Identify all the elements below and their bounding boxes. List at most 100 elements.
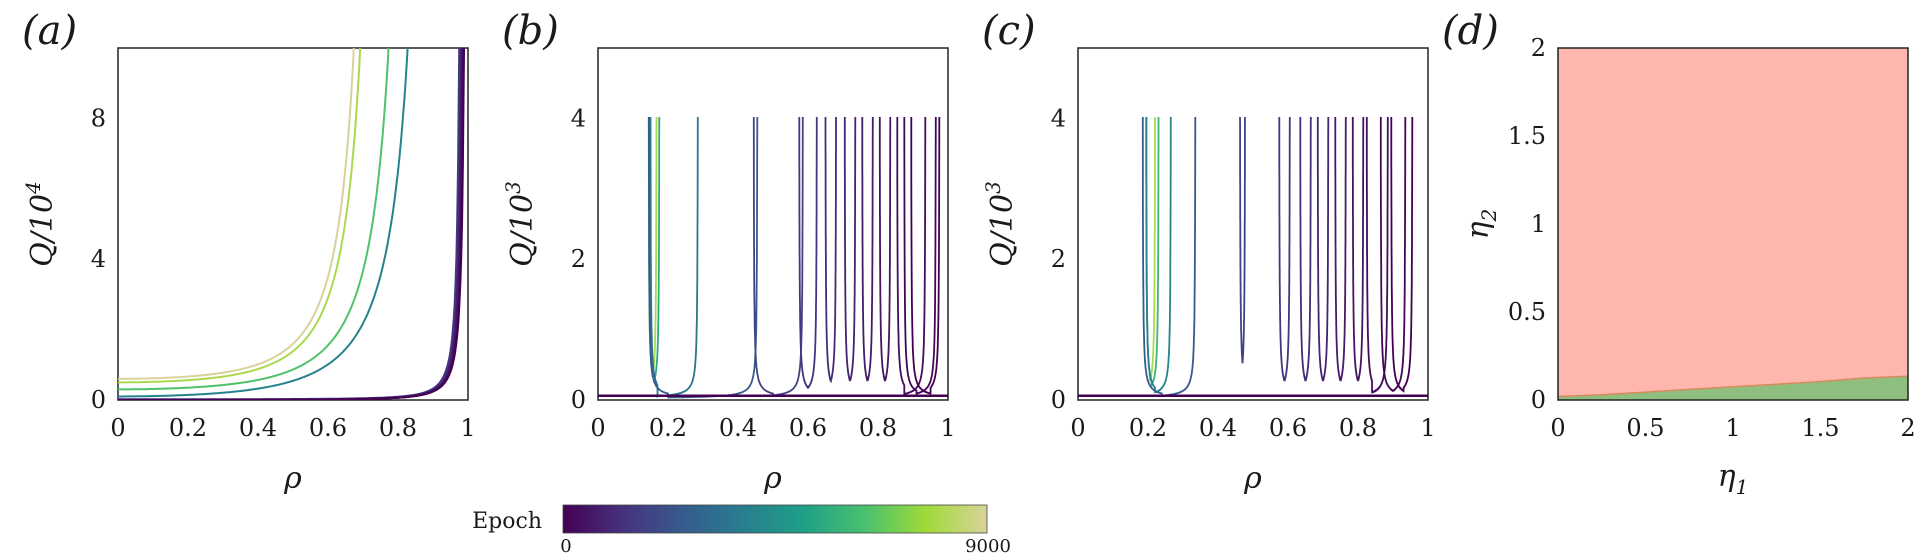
panel-label-d: (d) (1442, 8, 1499, 54)
series-group-a (118, 48, 466, 400)
x-tick-label: 1 (1420, 414, 1435, 442)
x-tick-label: 0.2 (1129, 414, 1167, 442)
y-tick-label: 0.5 (1508, 298, 1546, 326)
panel-d: (d) 0 0.5 1 1.5 200.511.52 η1 η2 (1442, 8, 1916, 499)
y-axis-label-main-c: Q/10 (985, 194, 1020, 267)
series-line-epoch-100 (903, 116, 937, 396)
series-line-epoch-800 (118, 48, 463, 400)
plot-frame-c (1077, 47, 1429, 401)
series-line-epoch-100 (1379, 116, 1407, 393)
plot-frame-b (597, 47, 949, 401)
series-line-epoch-900 (1316, 116, 1330, 382)
series-group-b (598, 116, 948, 399)
x-tick-label: 0.4 (1199, 414, 1237, 442)
series-line-epoch-8000 (118, 48, 362, 384)
x-tick-label: 0.8 (379, 414, 417, 442)
region-above-boundary (1558, 48, 1908, 397)
y-axis-label-exp-a: 4 (21, 181, 45, 195)
svg-text:Q/103: Q/103 (981, 181, 1020, 267)
y-tick-label: 1.5 (1508, 122, 1546, 150)
x-tick-label: 0 (110, 414, 125, 442)
ticks-c: 0 0.2 0.4 0.6 0.8 1 0 2 4 (1051, 104, 1436, 442)
x-tick-label: 0.4 (719, 414, 757, 442)
x-tick-label: 0 (1550, 414, 1565, 442)
series-line-epoch-1100 (824, 117, 837, 384)
colorbar-max-label: 9000 (965, 536, 1011, 556)
ticks-d: 0 0.5 1 1.5 2 0 0.5 1 1.5 2 (1508, 34, 1916, 442)
series-line-epoch-2500 (647, 116, 759, 399)
panel-c: (c) 0 0.2 0.4 0.6 0.8 1 0 2 4 ρ Q/103 (981, 8, 1436, 496)
svg-text:η2: η2 (1461, 209, 1501, 240)
x-tick-label: 0 (590, 414, 605, 442)
series-line-epoch-9000 (118, 48, 355, 380)
series-line-epoch-0 (118, 48, 466, 400)
x-tick-label: 2 (1900, 414, 1915, 442)
panel-label-b: (b) (502, 8, 559, 54)
x-tick-label: 0.5 (1626, 414, 1664, 442)
y-axis-label-sub-d: 2 (1477, 209, 1501, 223)
region-group-d (1557, 48, 1909, 400)
colorbar-label: Epoch (472, 509, 542, 534)
series-line-epoch-300 (1365, 116, 1389, 394)
y-tick-label: 0 (571, 386, 586, 414)
x-axis-label-c: ρ (1243, 461, 1262, 496)
y-tick-label: 0 (1051, 386, 1066, 414)
series-line-epoch-6500 (118, 48, 390, 391)
series-line-epoch-900 (843, 116, 857, 382)
series-line-epoch-700 (1334, 116, 1347, 382)
y-axis-label-c: Q/103 (981, 181, 1020, 267)
ticks-b: 0 0.2 0.4 0.6 0.8 1 0 2 4 (571, 104, 956, 442)
colorbar: Epoch 0 9000 (472, 504, 1011, 557)
y-axis-label-b: Q/103 (501, 181, 540, 267)
y-tick-label: 0 (91, 386, 106, 414)
series-group-c (1078, 116, 1428, 398)
x-tick-label: 1 (940, 414, 955, 442)
x-tick-label: 0.4 (239, 414, 277, 442)
series-line-epoch-1800 (752, 116, 804, 397)
y-tick-label: 2 (1531, 34, 1546, 62)
plot-frame-a (117, 47, 469, 401)
series-line-epoch-500 (1351, 116, 1365, 382)
x-axis-label-d: η1 (1718, 459, 1749, 499)
x-axis-label-a: ρ (283, 461, 302, 496)
series-line-epoch-1000 (118, 48, 462, 400)
series-line-epoch-1500 (118, 48, 461, 400)
x-tick-label: 0.6 (1269, 414, 1307, 442)
series-line-epoch-400 (118, 48, 464, 400)
y-tick-label: 4 (91, 245, 106, 273)
series-line-epoch-0 (910, 116, 941, 396)
y-axis-label-main-b: Q/10 (505, 194, 540, 267)
series-line-epoch-1100 (1299, 116, 1312, 382)
y-tick-label: 2 (1051, 245, 1066, 273)
series-line-epoch-1800 (1239, 116, 1246, 364)
y-axis-label-d: η2 (1461, 209, 1501, 240)
x-axis-label-sub-d: 1 (1736, 475, 1749, 499)
y-tick-label: 4 (1051, 104, 1066, 132)
y-tick-label: 0 (1531, 386, 1546, 414)
series-line-epoch-1400 (798, 116, 818, 390)
y-axis-label-a: Q/104 (21, 181, 60, 267)
x-tick-label: 0.8 (859, 414, 897, 442)
y-tick-label: 8 (91, 104, 106, 132)
x-tick-label: 0.2 (169, 414, 207, 442)
panel-a: (a) 0 0.2 0.4 0.6 0.8 1 0 4 8 ρ Q/104 (21, 8, 476, 496)
x-axis-label-b: ρ (763, 461, 782, 496)
y-tick-label: 4 (571, 104, 586, 132)
y-tick-label: 1 (1531, 210, 1546, 238)
x-tick-label: 0.6 (309, 414, 347, 442)
x-tick-label: 1 (1725, 414, 1740, 442)
x-tick-label: 0.8 (1339, 414, 1377, 442)
series-line-epoch-200 (118, 48, 465, 400)
panel-label-a: (a) (22, 8, 77, 54)
svg-text:Q/104: Q/104 (21, 181, 60, 267)
series-line-epoch-4000 (118, 48, 409, 398)
colorbar-gradient (562, 504, 988, 534)
series-line-epoch-1400 (1278, 116, 1291, 382)
series-line-epoch-0 (1390, 116, 1414, 393)
series-line-epoch-700 (861, 116, 874, 382)
x-tick-label: 1 (460, 414, 475, 442)
colorbar-min-label: 0 (560, 536, 571, 556)
x-tick-label: 0.6 (789, 414, 827, 442)
x-axis-label-main-d: η (1718, 459, 1736, 494)
